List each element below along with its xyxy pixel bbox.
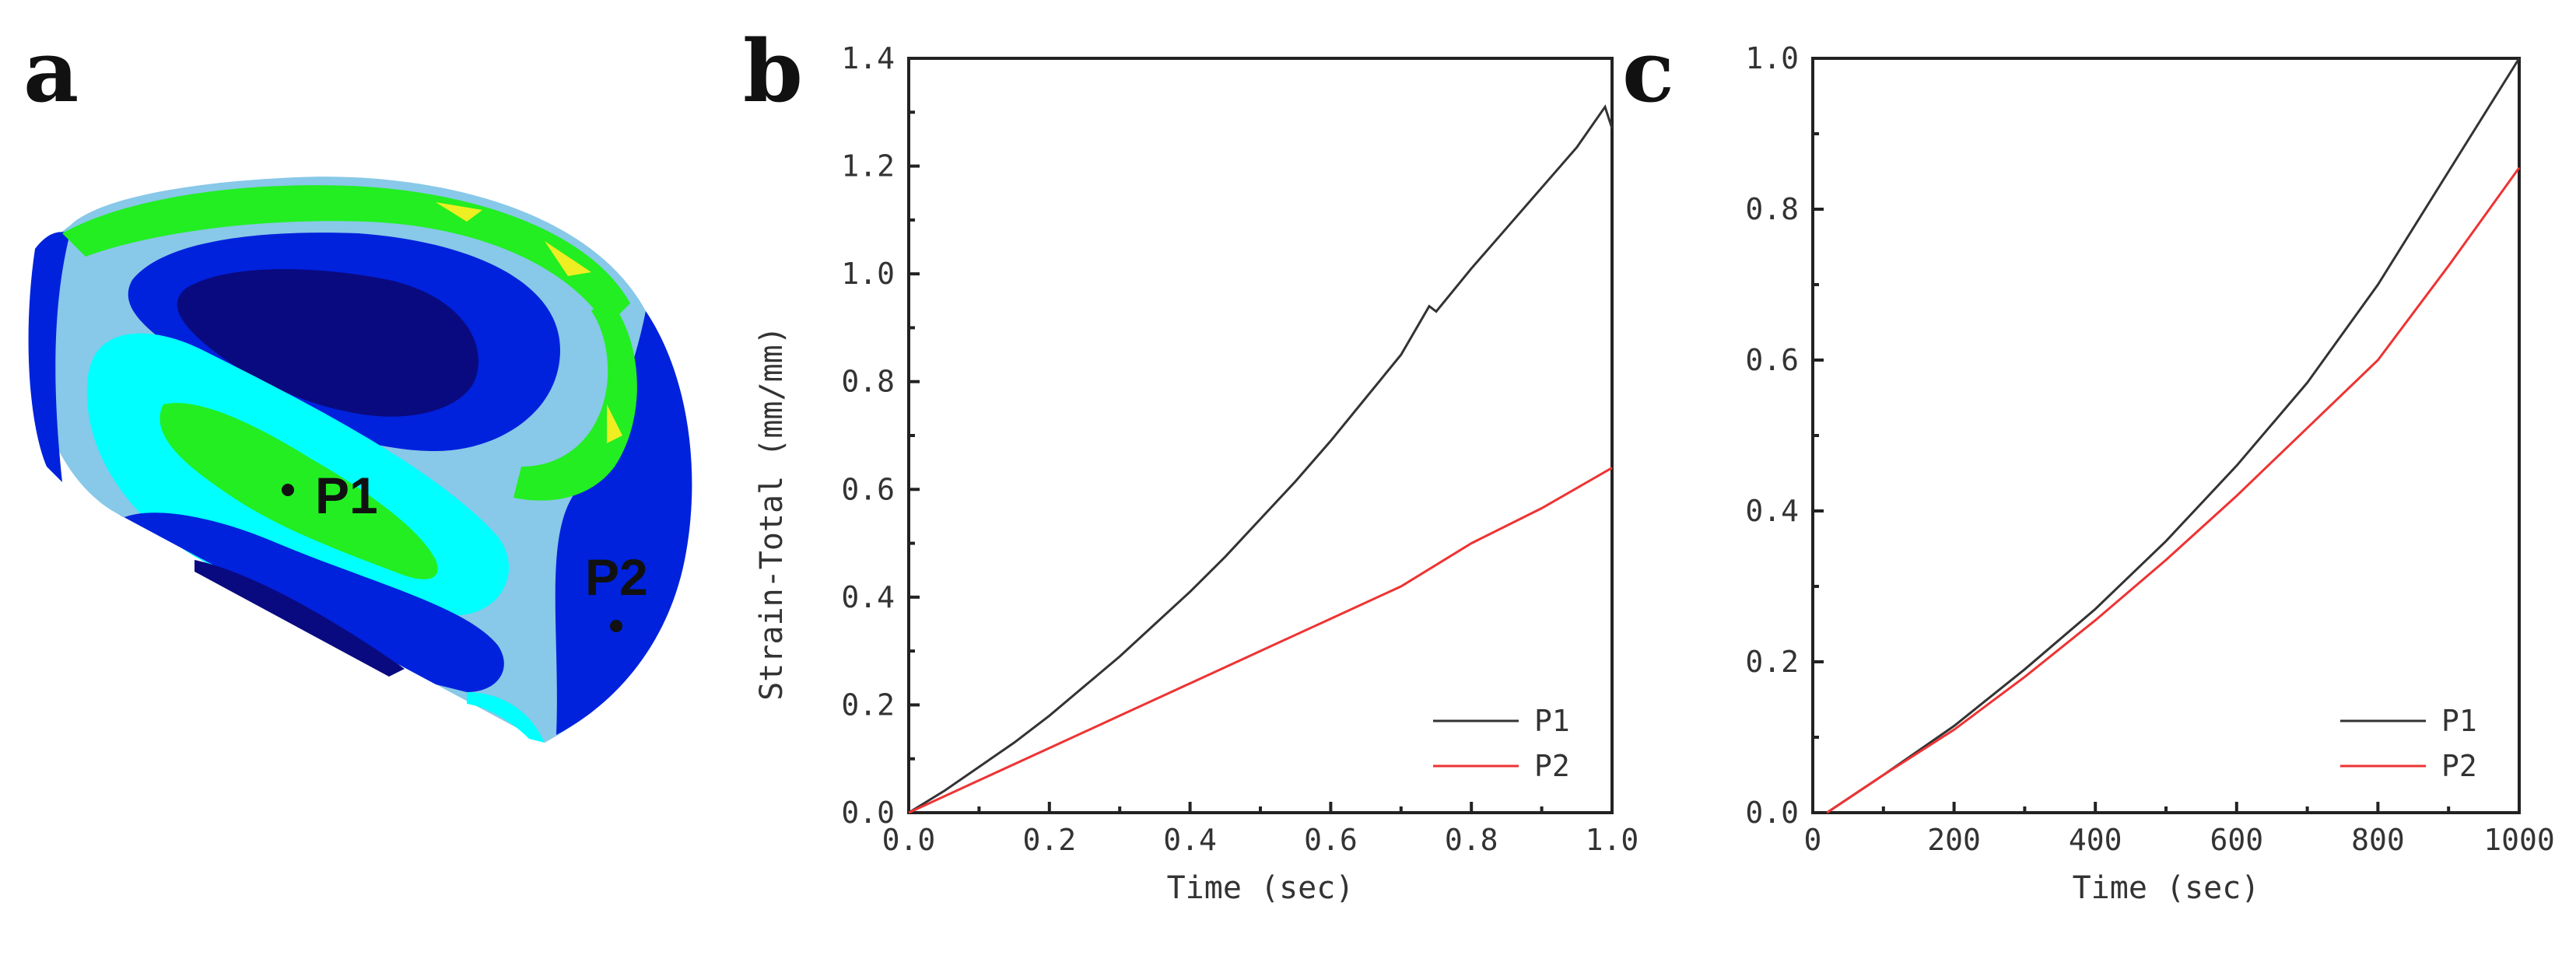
x-tick-label: 0.2	[1022, 823, 1076, 857]
y-tick-label: 1.2	[841, 149, 895, 184]
x-tick-label: 1000	[2483, 823, 2555, 857]
contour-upper-darkest	[177, 269, 479, 417]
y-tick-label: 0.6	[1745, 343, 1799, 377]
x-tick-label: 0	[1804, 823, 1822, 857]
point-p1-marker	[282, 484, 294, 496]
series-line-p2	[908, 467, 1613, 814]
plot-frame	[1811, 57, 2521, 814]
x-tick-label: 600	[2210, 823, 2263, 857]
panel-letter-b: b	[743, 21, 803, 121]
x-axis-title: Time (sec)	[1167, 870, 1355, 906]
y-tick-label: 0.4	[1745, 494, 1799, 528]
y-tick-label: 1.0	[841, 257, 895, 291]
y-tick-label: 0.2	[1745, 645, 1799, 679]
legend-label-p2: P2	[1534, 749, 1570, 783]
contour-left-strip	[28, 232, 70, 482]
series-line-p2	[1826, 166, 2521, 814]
y-tick-label: 0.4	[841, 580, 895, 614]
contour-lower-dark	[117, 512, 504, 692]
y-tick-label: 0.8	[1745, 192, 1799, 226]
y-tick-label: 0.0	[1745, 796, 1799, 830]
y-tick-label: 0.2	[841, 687, 895, 722]
legend-label-p1: P1	[2441, 704, 2477, 738]
panel-letter-a: a	[23, 21, 79, 121]
y-tick-label: 1.4	[841, 41, 895, 75]
x-tick-label: 400	[2069, 823, 2122, 857]
y-tick-label: 0.8	[841, 365, 895, 399]
legend-label-p2: P2	[2441, 749, 2477, 783]
contour-right-region	[555, 311, 692, 735]
y-axis-title: Strain-Total (mm/mm)	[754, 326, 790, 701]
x-tick-label: 800	[2351, 823, 2405, 857]
contour-bottom-cyan	[467, 692, 545, 743]
plot-frame	[907, 57, 1614, 814]
point-p2-marker	[610, 620, 622, 632]
x-tick-label: 0.8	[1445, 823, 1498, 857]
x-axis-title: Time (sec)	[2073, 870, 2260, 906]
point-p2-label: P2	[585, 548, 648, 606]
contour-yellow-spots	[436, 202, 622, 443]
chart-c: 0 200 400 600 800 1000 0.0 0.2 0.4 0.6 0.8 1.0 Time …	[1745, 41, 2554, 906]
x-tick-label: 0.6	[1304, 823, 1358, 857]
point-p1-label: P1	[315, 467, 378, 524]
x-tick-label: 0.0	[882, 823, 936, 857]
x-tick-label: 1.0	[1586, 823, 1639, 857]
contour-right-band	[513, 296, 637, 501]
x-tick-label: 200	[1927, 823, 1981, 857]
contour-model: P1 P2	[28, 177, 692, 743]
contour-lower-darkest	[195, 560, 405, 677]
contour-top-band	[62, 185, 630, 327]
chart-b: 0.0 0.2 0.4 0.6 0.8 1.0 0.0 0.2 0.4 0.6 0.8 1.0 1.2 1…	[754, 41, 1638, 906]
y-tick-label: 0.6	[841, 472, 895, 506]
y-tick-label: 1.0	[1745, 41, 1799, 75]
legend-label-p1: P1	[1534, 704, 1570, 738]
series-line-p1	[1826, 58, 2521, 814]
contour-middle-green	[159, 403, 438, 579]
series-line-p1	[908, 104, 1614, 814]
y-tick-label: 0.0	[841, 796, 895, 830]
x-tick-label: 0.4	[1163, 823, 1217, 857]
panel-letter-c: c	[1622, 21, 1674, 121]
